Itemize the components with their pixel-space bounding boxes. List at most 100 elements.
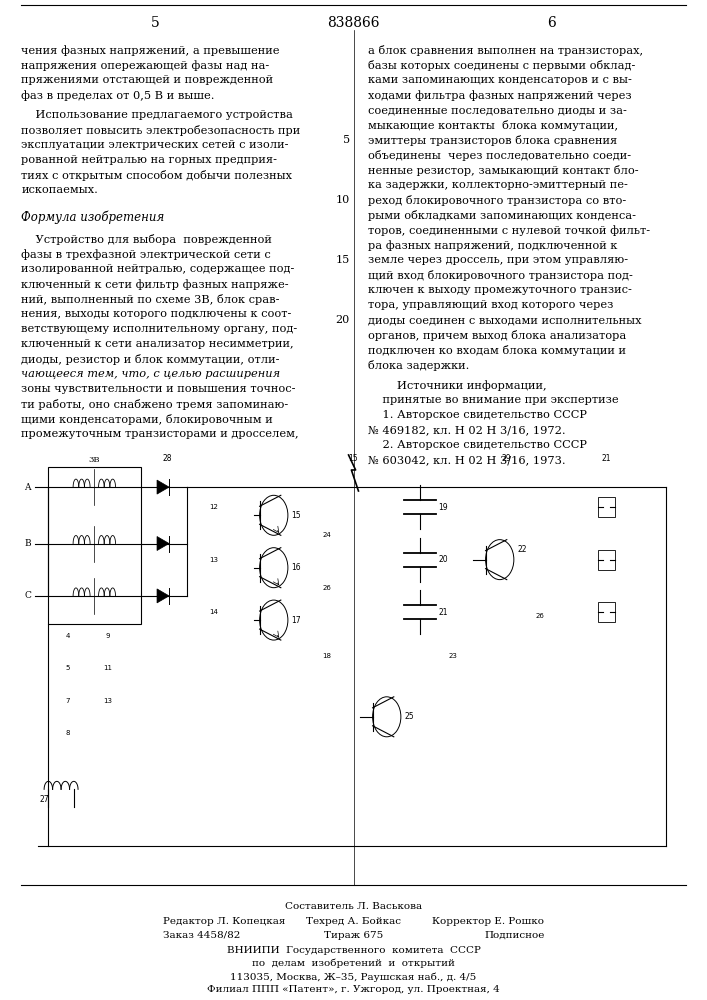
Bar xyxy=(597,497,614,517)
Text: 6: 6 xyxy=(547,16,556,30)
Text: 18: 18 xyxy=(322,653,332,659)
Text: тиях с открытым способом добычи полезных: тиях с открытым способом добычи полезных xyxy=(21,170,292,181)
Text: 20: 20 xyxy=(438,555,448,564)
Text: ра фазных напряжений, подключенной к: ра фазных напряжений, подключенной к xyxy=(368,240,617,251)
Text: 9: 9 xyxy=(105,633,110,639)
Polygon shape xyxy=(157,537,169,551)
Text: 5: 5 xyxy=(66,665,70,671)
Text: 5: 5 xyxy=(343,135,350,145)
Text: ка задержки, коллекторно-эмиттерный пе-: ка задержки, коллекторно-эмиттерный пе- xyxy=(368,180,628,190)
Text: Подписное: Подписное xyxy=(484,931,544,940)
Text: ВНИИПИ  Государственного  комитета  СССР: ВНИИПИ Государственного комитета СССР xyxy=(226,946,481,955)
Text: ключенный к сети анализатор несимметрии,: ключенный к сети анализатор несимметрии, xyxy=(21,339,294,349)
Text: объединены  через последовательно соеди-: объединены через последовательно соеди- xyxy=(368,150,631,161)
Text: 14: 14 xyxy=(209,609,218,615)
Text: 113035, Москва, Ж–35, Раушская наб., д. 4/5: 113035, Москва, Ж–35, Раушская наб., д. … xyxy=(230,972,477,982)
Text: позволяет повысить электробезопасность при: позволяет повысить электробезопасность п… xyxy=(21,125,300,136)
Text: рованной нейтралью на горных предприя-: рованной нейтралью на горных предприя- xyxy=(21,155,277,165)
Text: ненные резистор, замыкающий контакт бло-: ненные резистор, замыкающий контакт бло- xyxy=(368,165,638,176)
Text: 7: 7 xyxy=(66,698,70,704)
Text: ключенный к сети фильтр фазных напряже-: ключенный к сети фильтр фазных напряже- xyxy=(21,279,289,290)
Text: 10: 10 xyxy=(336,195,350,205)
Text: 22: 22 xyxy=(518,545,527,554)
Text: эмиттеры транзисторов блока сравнения: эмиттеры транзисторов блока сравнения xyxy=(368,135,617,146)
Text: промежуточным транзисторами и дросселем,: промежуточным транзисторами и дросселем, xyxy=(21,429,299,439)
Text: диоды соединен с выходами исполнительных: диоды соединен с выходами исполнительных xyxy=(368,315,641,325)
Text: чающееся тем, что, с целью расширения: чающееся тем, что, с целью расширения xyxy=(21,369,281,379)
Polygon shape xyxy=(157,589,169,603)
Text: 2. Авторское свидетельство СССР: 2. Авторское свидетельство СССР xyxy=(368,440,587,450)
Text: 26: 26 xyxy=(535,613,544,619)
Text: фазы в трехфазной электрической сети с: фазы в трехфазной электрической сети с xyxy=(21,249,271,260)
Text: напряжения опережающей фазы над на-: напряжения опережающей фазы над на- xyxy=(21,60,269,71)
Text: зоны чувствительности и повышения точнос-: зоны чувствительности и повышения точнос… xyxy=(21,384,296,394)
Text: 27: 27 xyxy=(40,795,49,804)
Text: блока задержки.: блока задержки. xyxy=(368,360,469,371)
Text: ками запоминающих конденсаторов и с вы-: ками запоминающих конденсаторов и с вы- xyxy=(368,75,631,85)
Text: 24: 24 xyxy=(322,532,332,538)
Text: Корректор Е. Рошко: Корректор Е. Рошко xyxy=(433,917,544,926)
Text: рыми обкладками запоминающих конденса-: рыми обкладками запоминающих конденса- xyxy=(368,210,636,221)
Text: тора, управляющий вход которого через: тора, управляющий вход которого через xyxy=(368,300,613,310)
Text: пряжениями отстающей и поврежденной: пряжениями отстающей и поврежденной xyxy=(21,75,274,85)
Text: щими конденсаторами, блокировочным и: щими конденсаторами, блокировочным и xyxy=(21,414,273,425)
Text: 17: 17 xyxy=(291,616,300,625)
Text: 13: 13 xyxy=(103,698,112,704)
Text: 19: 19 xyxy=(438,503,448,512)
Text: 11: 11 xyxy=(103,665,112,671)
Text: 26: 26 xyxy=(322,585,332,591)
Text: 15: 15 xyxy=(349,454,358,463)
Text: ископаемых.: ископаемых. xyxy=(21,185,98,195)
Text: Устройство для выбора  поврежденной: Устройство для выбора поврежденной xyxy=(21,234,272,245)
Text: ходами фильтра фазных напряжений через: ходами фильтра фазных напряжений через xyxy=(368,90,631,101)
Text: 15: 15 xyxy=(336,255,350,265)
Text: базы которых соединены с первыми обклад-: базы которых соединены с первыми обклад- xyxy=(368,60,635,71)
Text: мыкающие контакты  блока коммутации,: мыкающие контакты блока коммутации, xyxy=(368,120,618,131)
Text: 21: 21 xyxy=(601,454,611,463)
Text: 21: 21 xyxy=(438,608,448,617)
Text: чения фазных напряжений, а превышение: чения фазных напряжений, а превышение xyxy=(21,45,280,56)
Text: 29: 29 xyxy=(501,454,511,463)
Text: по  делам  изобретений  и  открытий: по делам изобретений и открытий xyxy=(252,959,455,968)
Text: C: C xyxy=(25,591,31,600)
Text: B: B xyxy=(25,539,31,548)
Bar xyxy=(597,550,614,570)
Text: 16: 16 xyxy=(291,563,300,572)
Text: 23: 23 xyxy=(449,653,457,659)
Bar xyxy=(48,467,141,624)
Text: № 469182, кл. Н 02 Н 3/16, 1972.: № 469182, кл. Н 02 Н 3/16, 1972. xyxy=(368,425,566,435)
Text: Редактор Л. Копецкая: Редактор Л. Копецкая xyxy=(163,917,285,926)
Text: 5: 5 xyxy=(151,16,160,30)
Text: а блок сравнения выполнен на транзисторах,: а блок сравнения выполнен на транзистора… xyxy=(368,45,643,56)
Text: ключен к выходу промежуточного транзис-: ключен к выходу промежуточного транзис- xyxy=(368,285,631,295)
Text: торов, соединенными с нулевой точкой фильт-: торов, соединенными с нулевой точкой фил… xyxy=(368,225,650,236)
Text: 838866: 838866 xyxy=(327,16,380,30)
Text: Формула изобретения: Формула изобретения xyxy=(21,210,165,224)
Text: 12: 12 xyxy=(209,504,218,510)
Text: Техред А. Бойкас: Техред А. Бойкас xyxy=(306,917,401,926)
Text: реход блокировочного транзистора со вто-: реход блокировочного транзистора со вто- xyxy=(368,195,626,206)
Text: Использование предлагаемого устройства: Использование предлагаемого устройства xyxy=(21,110,293,120)
Text: 25: 25 xyxy=(404,712,414,721)
Text: органов, причем выход блока анализатора: органов, причем выход блока анализатора xyxy=(368,330,626,341)
Text: изолированной нейтралью, содержащее под-: изолированной нейтралью, содержащее под- xyxy=(21,264,295,274)
Text: Филиал ППП «Патент», г. Ужгород, ул. Проектная, 4: Филиал ППП «Патент», г. Ужгород, ул. Про… xyxy=(207,985,500,994)
Polygon shape xyxy=(157,480,169,494)
Text: 8: 8 xyxy=(66,730,70,736)
Text: 13: 13 xyxy=(209,557,218,563)
Bar xyxy=(597,602,614,622)
Text: ветствующему исполнительному органу, под-: ветствующему исполнительному органу, под… xyxy=(21,324,298,334)
Text: ти работы, оно снабжено тремя запоминаю-: ти работы, оно снабжено тремя запоминаю- xyxy=(21,399,288,410)
Text: подключен ко входам блока коммутации и: подключен ко входам блока коммутации и xyxy=(368,345,626,356)
Text: Тираж 675: Тираж 675 xyxy=(324,931,383,940)
Text: 3B: 3B xyxy=(88,456,100,464)
Text: № 603042, кл. Н 02 Н 3/16, 1973.: № 603042, кл. Н 02 Н 3/16, 1973. xyxy=(368,455,566,465)
Text: Источники информации,: Источники информации, xyxy=(368,380,547,391)
Text: 28: 28 xyxy=(163,454,173,463)
Text: принятые во внимание при экспертизе: принятые во внимание при экспертизе xyxy=(368,395,618,405)
Text: земле через дроссель, при этом управляю-: земле через дроссель, при этом управляю- xyxy=(368,255,628,265)
Text: щий вход блокировочного транзистора под-: щий вход блокировочного транзистора под- xyxy=(368,270,633,281)
Text: Составитель Л. Васькова: Составитель Л. Васькова xyxy=(285,902,422,911)
Text: A: A xyxy=(25,483,31,492)
Text: соединенные последовательно диоды и за-: соединенные последовательно диоды и за- xyxy=(368,105,626,115)
